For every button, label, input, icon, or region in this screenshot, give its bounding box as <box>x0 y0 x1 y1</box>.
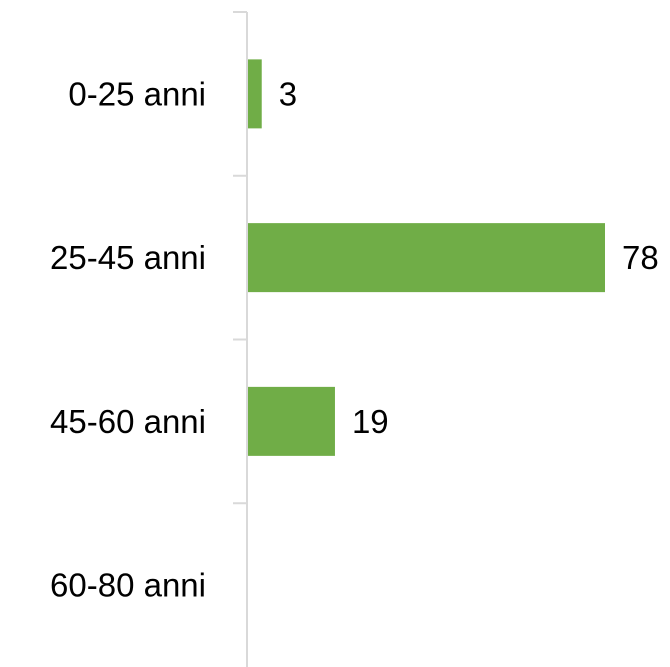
data-label: 19 <box>352 403 389 440</box>
bar <box>248 59 262 129</box>
category-label: 25-45 anni <box>50 239 206 276</box>
axis-layer <box>233 11 248 667</box>
label-layer: 0-25 anni 3 25-45 anni 78 45-60 anni 19 60-80 … <box>50 75 659 603</box>
bar <box>248 386 335 456</box>
bar <box>248 223 605 293</box>
bar-layer <box>248 59 605 456</box>
category-label: 60-80 anni <box>50 567 206 604</box>
data-label: 78 <box>622 239 659 276</box>
data-label: 3 <box>279 75 297 112</box>
category-label: 45-60 anni <box>50 403 206 440</box>
category-label: 0-25 anni <box>68 75 206 112</box>
